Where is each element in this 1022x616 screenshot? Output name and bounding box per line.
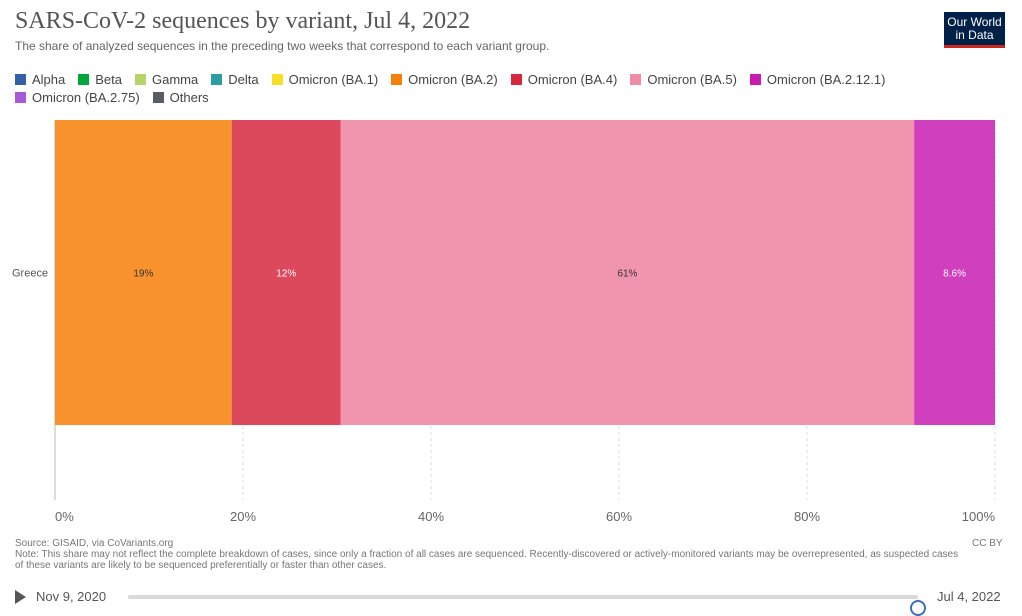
category-label: Greece bbox=[12, 268, 48, 280]
license-link[interactable]: CC BY bbox=[972, 538, 1003, 549]
legend-item[interactable]: Gamma bbox=[135, 71, 199, 87]
chart-footer: Source: GISAID, via CoVariants.org Note:… bbox=[15, 538, 965, 571]
legend-item[interactable]: Omicron (BA.2.75) bbox=[15, 89, 140, 105]
x-tick-label: 80% bbox=[794, 509, 820, 524]
legend-item[interactable]: Omicron (BA.1) bbox=[271, 71, 379, 87]
chart-title: SARS-CoV-2 sequences by variant, Jul 4, … bbox=[15, 8, 471, 34]
x-tick-label: 100% bbox=[962, 509, 996, 524]
x-tick-label: 0% bbox=[55, 509, 74, 524]
timeline: Nov 9, 2020 Jul 4, 2022 bbox=[0, 584, 1022, 616]
legend-label: Omicron (BA.4) bbox=[527, 71, 618, 87]
bar-segment bbox=[914, 120, 995, 425]
bar-segment bbox=[55, 120, 232, 425]
legend-item[interactable]: Others bbox=[152, 89, 209, 105]
play-icon[interactable] bbox=[15, 590, 26, 604]
chart-subtitle: The share of analyzed sequences in the p… bbox=[15, 39, 550, 53]
explanatory-note: Note: This share may not reflect the com… bbox=[15, 549, 959, 571]
legend-item[interactable]: Delta bbox=[211, 71, 259, 87]
legend-label: Omicron (BA.2) bbox=[408, 71, 498, 87]
logo-line-1: Our World bbox=[947, 15, 1002, 29]
stacked-bar-chart: 19% 12% 61% 8.6% Greece 0% 20% 40% 60% 80% 100% bbox=[12, 120, 996, 524]
data-label: 61% bbox=[617, 269, 637, 280]
legend-swatch bbox=[391, 73, 403, 85]
bar-segment bbox=[340, 120, 915, 425]
bar-segment bbox=[231, 120, 341, 425]
x-tick-label: 20% bbox=[230, 509, 256, 524]
timeline-end-label[interactable]: Jul 4, 2022 bbox=[937, 589, 1001, 604]
legend-label: Omicron (BA.1) bbox=[288, 71, 379, 87]
legend-label: Delta bbox=[228, 71, 259, 87]
legend-swatch bbox=[271, 73, 283, 85]
legend-label: Omicron (BA.2.12.1) bbox=[766, 71, 886, 87]
x-tick-label: 40% bbox=[418, 509, 444, 524]
data-label: 12% bbox=[276, 269, 296, 280]
legend-item[interactable]: Omicron (BA.2) bbox=[391, 71, 498, 87]
legend-item[interactable]: Omicron (BA.2.12.1) bbox=[749, 71, 886, 87]
timeline-start-label[interactable]: Nov 9, 2020 bbox=[36, 589, 107, 604]
legend-label: Omicron (BA.2.75) bbox=[32, 89, 140, 105]
legend-swatch bbox=[630, 73, 642, 85]
legend-swatch bbox=[152, 91, 164, 103]
legend-label: Beta bbox=[95, 71, 122, 87]
data-label: 8.6% bbox=[943, 269, 966, 280]
legend-item[interactable]: Beta bbox=[78, 71, 122, 87]
legend-label: Omicron (BA.5) bbox=[647, 71, 737, 87]
legend-label: Alpha bbox=[32, 71, 66, 87]
legend-swatch bbox=[15, 73, 26, 85]
legend-item[interactable]: Alpha bbox=[15, 71, 66, 87]
legend-swatch bbox=[15, 91, 26, 103]
timeline-fill bbox=[128, 595, 918, 599]
logo-line-2: in Data bbox=[955, 28, 994, 42]
legend-swatch bbox=[211, 73, 223, 85]
timeline-handle[interactable] bbox=[910, 600, 926, 616]
legend-label: Gamma bbox=[152, 71, 199, 87]
legend: Alpha Beta Gamma Delta Omicron (BA.1) Omicron… bbox=[15, 71, 915, 105]
legend-swatch bbox=[78, 73, 90, 85]
legend-swatch bbox=[510, 73, 522, 85]
legend-swatch bbox=[749, 73, 761, 85]
source-note: Source: GISAID, via CoVariants.org bbox=[15, 538, 174, 549]
data-label: 19% bbox=[133, 269, 153, 280]
legend-swatch bbox=[135, 73, 146, 85]
x-tick-label: 60% bbox=[606, 509, 632, 524]
legend-item[interactable]: Omicron (BA.5) bbox=[630, 71, 737, 87]
owid-logo[interactable]: Our World in Data bbox=[944, 12, 1005, 48]
legend-item[interactable]: Omicron (BA.4) bbox=[510, 71, 618, 87]
legend-label: Others bbox=[169, 89, 209, 105]
timeline-track[interactable] bbox=[128, 595, 926, 616]
